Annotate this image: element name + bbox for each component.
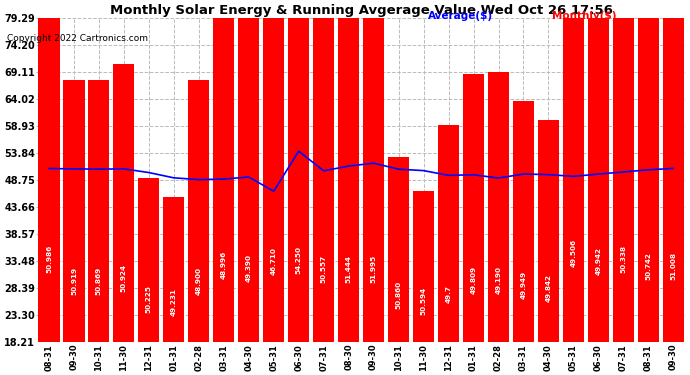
Bar <box>263 0 284 342</box>
Text: Average($): Average($) <box>428 11 493 21</box>
Text: 49.506: 49.506 <box>571 238 576 267</box>
Bar <box>613 0 634 342</box>
Bar <box>288 0 309 342</box>
Text: 49.390: 49.390 <box>246 254 252 282</box>
Bar <box>513 101 534 342</box>
Text: Copyright 2022 Cartronics.com: Copyright 2022 Cartronics.com <box>7 34 148 43</box>
Text: 49.842: 49.842 <box>546 274 551 302</box>
Text: 50.919: 50.919 <box>71 267 77 295</box>
Text: 50.338: 50.338 <box>620 245 627 273</box>
Bar <box>238 6 259 342</box>
Bar <box>538 120 559 342</box>
Text: 50.594: 50.594 <box>421 287 426 315</box>
Title: Monthly Solar Energy & Running Avgerage Value Wed Oct 26 17:56: Monthly Solar Energy & Running Avgerage … <box>110 4 613 17</box>
Bar <box>338 11 359 342</box>
Text: 51.444: 51.444 <box>346 255 352 283</box>
Text: 50.557: 50.557 <box>321 255 326 283</box>
Bar <box>388 157 409 342</box>
Bar <box>88 80 110 342</box>
Text: 48.900: 48.900 <box>196 267 201 295</box>
Text: 50.225: 50.225 <box>146 285 152 313</box>
Text: 50.924: 50.924 <box>121 264 127 292</box>
Text: 51.008: 51.008 <box>671 252 676 280</box>
Text: 50.986: 50.986 <box>46 245 52 273</box>
Bar <box>662 0 684 342</box>
Bar <box>438 125 459 342</box>
Bar <box>563 0 584 342</box>
Bar <box>363 11 384 342</box>
Bar <box>413 191 434 342</box>
Text: 46.710: 46.710 <box>270 247 277 275</box>
Bar <box>39 0 59 342</box>
Text: 48.996: 48.996 <box>221 251 227 279</box>
Bar <box>588 0 609 342</box>
Text: 49.809: 49.809 <box>471 266 477 294</box>
Bar <box>113 64 135 342</box>
Bar <box>63 80 84 342</box>
Bar <box>313 11 334 342</box>
Text: 49.190: 49.190 <box>495 266 502 294</box>
Bar <box>213 0 235 342</box>
Bar <box>638 0 659 342</box>
Text: Monthly($): Monthly($) <box>552 11 616 21</box>
Bar <box>164 196 184 342</box>
Text: 49.942: 49.942 <box>595 247 602 275</box>
Bar <box>188 80 209 342</box>
Text: 49.949: 49.949 <box>520 271 526 299</box>
Bar <box>463 75 484 342</box>
Text: 49.7: 49.7 <box>446 285 451 303</box>
Text: 50.860: 50.860 <box>395 281 402 309</box>
Text: 50.869: 50.869 <box>96 267 102 295</box>
Text: 51.995: 51.995 <box>371 255 377 283</box>
Text: 54.250: 54.250 <box>296 246 302 274</box>
Text: 50.742: 50.742 <box>645 252 651 280</box>
Text: 49.231: 49.231 <box>171 288 177 316</box>
Bar <box>138 178 159 342</box>
Bar <box>488 72 509 342</box>
